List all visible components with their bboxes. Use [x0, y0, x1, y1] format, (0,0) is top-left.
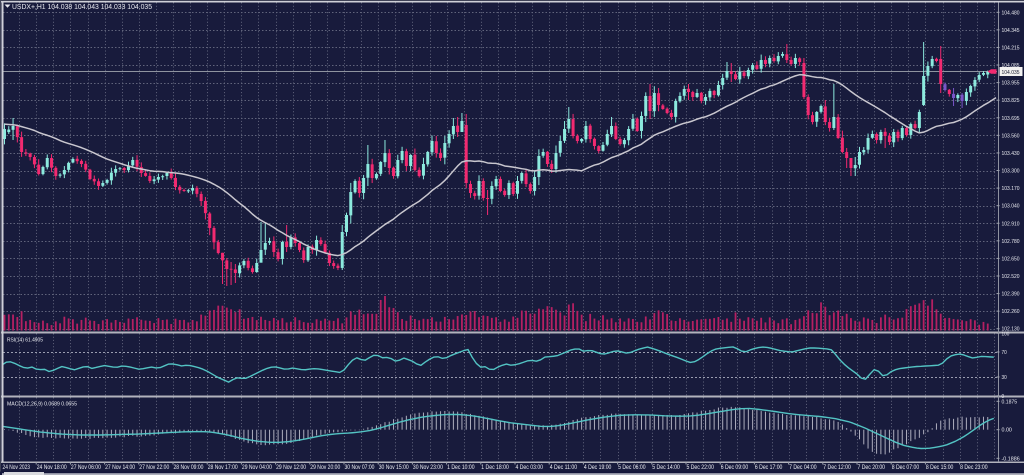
svg-text:4 Dec 03:00: 4 Dec 03:00: [516, 464, 544, 471]
svg-text:30 Nov 15:00: 30 Nov 15:00: [379, 464, 409, 471]
svg-text:5 Dec 14:00: 5 Dec 14:00: [652, 464, 680, 471]
svg-text:30 Nov 07:00: 30 Nov 07:00: [345, 464, 375, 471]
svg-text:USDX+,H1 104.038 104.043 104.0: USDX+,H1 104.038 104.043 104.033 104.035: [12, 2, 152, 11]
svg-text:30: 30: [1002, 375, 1007, 381]
svg-text:103.955: 103.955: [1002, 81, 1020, 87]
svg-text:RSI(14) 61.4905: RSI(14) 61.4905: [7, 338, 43, 344]
svg-text:103.430: 103.430: [1002, 151, 1020, 157]
svg-text:30 Nov 23:00: 30 Nov 23:00: [413, 464, 443, 471]
svg-text:28 Nov 09:00: 28 Nov 09:00: [174, 464, 204, 471]
svg-text:6 Dec 09:00: 6 Dec 09:00: [721, 464, 749, 471]
svg-text:4 Dec 11:00: 4 Dec 11:00: [550, 464, 578, 471]
svg-text:70: 70: [1002, 350, 1007, 356]
svg-text:28 Nov 17:00: 28 Nov 17:00: [208, 464, 238, 471]
svg-text:103.560: 103.560: [1002, 133, 1020, 139]
svg-text:27 Nov 14:00: 27 Nov 14:00: [105, 464, 135, 471]
svg-text:5 Dec 22:00: 5 Dec 22:00: [687, 464, 715, 471]
svg-text:0: 0: [1002, 394, 1005, 400]
svg-text:100: 100: [1002, 331, 1010, 337]
svg-text:4 Dec 19:00: 4 Dec 19:00: [584, 464, 612, 471]
svg-text:29 Nov 20:00: 29 Nov 20:00: [310, 464, 340, 471]
svg-text:27 Nov 06:00: 27 Nov 06:00: [71, 464, 101, 471]
svg-text:29 Nov 04:00: 29 Nov 04:00: [242, 464, 272, 471]
svg-text:24 Nov 2023: 24 Nov 2023: [3, 464, 31, 471]
svg-text:7 Dec 12:00: 7 Dec 12:00: [823, 464, 851, 471]
svg-text:6 Dec 17:00: 6 Dec 17:00: [755, 464, 783, 471]
svg-text:103.040: 103.040: [1002, 204, 1020, 210]
svg-text:103.695: 103.695: [1002, 116, 1020, 122]
svg-text:8 Dec 15:00: 8 Dec 15:00: [926, 464, 954, 471]
svg-text:104.215: 104.215: [1002, 45, 1020, 51]
svg-text:102.260: 102.260: [1002, 309, 1020, 315]
svg-text:104.345: 104.345: [1002, 28, 1020, 34]
svg-text:103.170: 103.170: [1002, 186, 1020, 192]
svg-text:8 Dec 07:00: 8 Dec 07:00: [892, 464, 920, 471]
svg-text:102.520: 102.520: [1002, 274, 1020, 280]
svg-text:1 Dec 18:00: 1 Dec 18:00: [481, 464, 509, 471]
svg-text:104.085: 104.085: [1002, 63, 1020, 69]
svg-text:29 Nov 12:00: 29 Nov 12:00: [276, 464, 306, 471]
svg-text:7 Dec 20:00: 7 Dec 20:00: [858, 464, 886, 471]
svg-text:102.780: 102.780: [1002, 239, 1020, 245]
svg-text:7 Dec 04:00: 7 Dec 04:00: [789, 464, 817, 471]
svg-text:0.00: 0.00: [1002, 428, 1012, 434]
svg-text:103.300: 103.300: [1002, 169, 1020, 175]
svg-text:102.390: 102.390: [1002, 292, 1020, 298]
svg-text:5 Dec 06:00: 5 Dec 06:00: [618, 464, 646, 471]
svg-text:27 Nov 22:00: 27 Nov 22:00: [139, 464, 169, 471]
svg-text:102.910: 102.910: [1002, 221, 1020, 227]
svg-text:104.035: 104.035: [1002, 70, 1020, 76]
svg-text:1 Dec 10:00: 1 Dec 10:00: [447, 464, 475, 471]
svg-text:104.480: 104.480: [1002, 10, 1020, 16]
svg-text:MACD(12,26,9) 0.0689 0.0655: MACD(12,26,9) 0.0689 0.0655: [7, 402, 77, 408]
svg-text:24 Nov 18:00: 24 Nov 18:00: [37, 464, 67, 471]
svg-text:-0.1886: -0.1886: [1002, 456, 1020, 462]
svg-text:102.130: 102.130: [1002, 327, 1020, 333]
svg-text:102.650: 102.650: [1002, 256, 1020, 262]
svg-text:0.1875: 0.1875: [1002, 399, 1018, 405]
svg-text:8 Dec 23:00: 8 Dec 23:00: [960, 464, 988, 471]
svg-text:103.825: 103.825: [1002, 98, 1020, 104]
